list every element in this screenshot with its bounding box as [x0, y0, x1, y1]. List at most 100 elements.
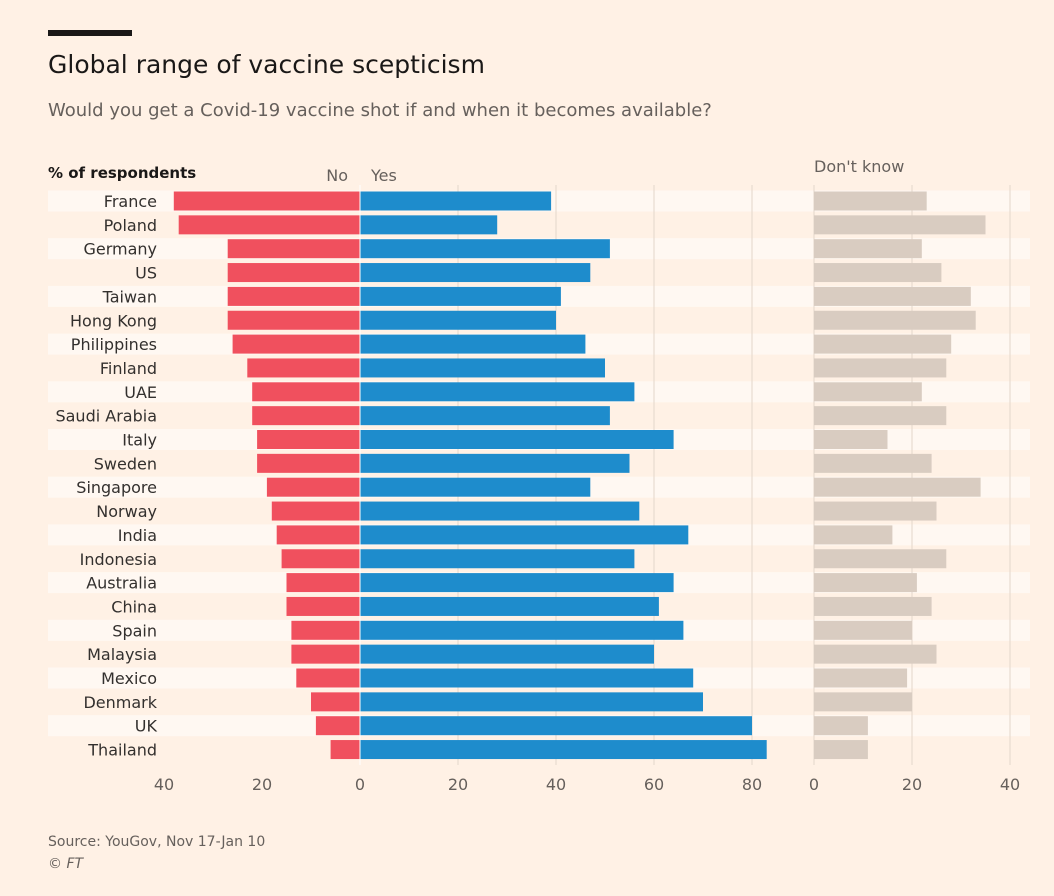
tick-label: 20 [448, 775, 468, 794]
category-label: India [118, 526, 157, 545]
legend-no: No [326, 166, 348, 185]
category-label: Germany [83, 240, 157, 259]
bar-dont-know [814, 668, 908, 688]
bar-yes [360, 549, 635, 569]
bar-dont-know [814, 191, 927, 211]
bar-no [286, 596, 360, 616]
bar-no [271, 501, 360, 521]
bar-no [276, 525, 360, 545]
bar-yes [360, 239, 610, 259]
bar-no [311, 692, 360, 712]
tick-label: 80 [742, 775, 762, 794]
chart-subtitle: Would you get a Covid-19 vaccine shot if… [48, 100, 712, 121]
bar-no [296, 668, 360, 688]
bar-yes [360, 644, 654, 664]
title-accent-bar [48, 30, 132, 36]
bar-no [227, 239, 360, 259]
category-label: Singapore [76, 478, 157, 497]
bar-yes [360, 620, 684, 640]
bar-dont-know [814, 525, 893, 545]
bar-no [257, 453, 360, 473]
bar-dont-know [814, 263, 942, 283]
bar-yes [360, 215, 498, 235]
bar-dont-know [814, 239, 922, 259]
category-label: France [104, 192, 157, 211]
bar-yes [360, 334, 586, 354]
bar-yes [360, 310, 556, 330]
bar-no [227, 286, 360, 306]
bar-dont-know [814, 573, 917, 593]
bar-dont-know [814, 477, 981, 497]
bar-dont-know [814, 334, 952, 354]
bar-dont-know [814, 215, 986, 235]
bar-no [315, 716, 360, 736]
category-label: UK [135, 717, 158, 736]
tick-label: 20 [902, 775, 922, 794]
bar-yes [360, 740, 767, 760]
bar-dont-know [814, 692, 912, 712]
tick-label: 0 [355, 775, 365, 794]
bar-yes [360, 286, 561, 306]
bar-dont-know [814, 716, 868, 736]
bar-no [227, 310, 360, 330]
bar-dont-know [814, 644, 937, 664]
bar-dont-know [814, 501, 937, 521]
category-label: Poland [104, 216, 157, 235]
bar-dont-know [814, 430, 888, 449]
tick-label: 40 [154, 775, 174, 794]
bar-yes [360, 358, 605, 378]
footer: Source: YouGov, Nov 17-Jan 10 © FT [48, 831, 265, 875]
unit-label: % of respondents [48, 164, 196, 182]
bar-dont-know [814, 406, 947, 426]
bar-yes [360, 692, 703, 712]
bar-no [252, 406, 360, 426]
bar-dont-know [814, 310, 976, 330]
category-label: Indonesia [80, 550, 157, 569]
bar-no [227, 263, 360, 283]
category-label: Spain [112, 621, 157, 640]
bar-no [173, 191, 360, 211]
bar-dont-know [814, 549, 947, 569]
category-label: Australia [86, 574, 157, 593]
category-label: China [111, 597, 157, 616]
tick-label: 20 [252, 775, 272, 794]
category-label: Taiwan [102, 287, 157, 306]
category-label: UAE [124, 383, 157, 402]
category-label: Philippines [71, 335, 157, 354]
bar-yes [360, 501, 640, 521]
bar-yes [360, 477, 591, 497]
bar-no [232, 334, 360, 354]
tick-label: 40 [546, 775, 566, 794]
category-label: Mexico [101, 669, 157, 688]
bar-yes [360, 668, 694, 688]
bar-dont-know [814, 740, 868, 760]
category-label: Saudi Arabia [55, 407, 157, 426]
category-label: Thailand [87, 741, 157, 760]
bar-no [286, 573, 360, 593]
credit: © FT [48, 856, 84, 872]
source-note: Source: YouGov, Nov 17-Jan 10 [48, 834, 266, 850]
chart-title: Global range of vaccine scepticism [48, 50, 485, 79]
bar-no [178, 215, 360, 235]
bar-dont-know [814, 286, 971, 306]
category-label: Norway [96, 502, 157, 521]
bar-yes [360, 382, 635, 402]
bar-no [291, 620, 360, 640]
category-label: Hong Kong [70, 311, 157, 330]
bar-yes [360, 525, 689, 545]
category-label: US [135, 264, 157, 283]
bar-no [281, 549, 360, 569]
bar-yes [360, 716, 752, 736]
legend-yes: Yes [370, 166, 397, 185]
category-label: Sweden [94, 454, 157, 473]
bar-yes [360, 191, 552, 211]
bar-no [257, 430, 360, 449]
bar-dont-know [814, 382, 922, 402]
bar-dont-know [814, 620, 912, 640]
bar-no [291, 644, 360, 664]
bar-no [330, 740, 360, 760]
bar-yes [360, 453, 630, 473]
bar-no [247, 358, 360, 378]
category-label: Italy [122, 431, 157, 450]
